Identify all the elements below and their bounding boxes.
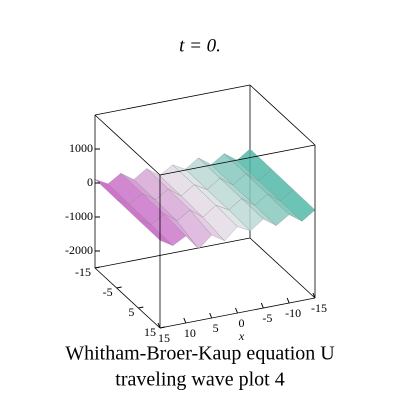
chart-title: t = 0. [179,35,221,56]
y-tick-label: -5 [103,285,113,299]
z-tick-label: 1000 [69,141,93,155]
caption-line: Whitham-Broer-Kaup equation U [65,343,335,365]
x-tick-mark [183,317,187,324]
x-tick-mark [260,302,264,309]
box-front: 1000 0 -1000 -2000 15 10 5 0 -5 -10 -15 -15 -5 5 15 x [65,84,327,345]
x-tick-mark [286,297,290,304]
x-tick-label: -10 [285,306,301,320]
x-tick-mark [209,312,213,319]
box-edge [94,84,251,116]
z-tick-label: -2000 [65,243,93,257]
x-tick-label: 15 [158,331,170,345]
z-tick-label: -1000 [65,209,93,223]
x-tick-label: -15 [311,301,327,315]
x-tick-label: 10 [184,326,196,340]
y-tick-mark [138,306,144,309]
y-tick-label: 15 [144,325,156,339]
x-tick-label: 0 [239,316,245,330]
z-tick-label: 0 [87,175,93,189]
box-edge [249,84,316,146]
surface [94,148,316,250]
box-edge [249,237,316,299]
y-tick-mark [159,326,166,329]
x-tick-label: -5 [262,311,272,325]
caption-line: traveling wave plot 4 [115,369,284,391]
x-tick-mark [312,292,316,299]
x-axis-label: x [238,329,245,343]
x-tick-mark [157,322,161,329]
y-tick-label: -15 [75,265,91,279]
y-tick-mark [94,266,101,269]
box-edge [94,114,161,176]
box-edge [94,237,251,269]
box-edge [94,267,161,329]
y-tick-label: 5 [128,305,134,319]
box-edge [159,144,316,176]
y-tick-mark [116,286,122,289]
surface-cell [280,189,316,222]
x-tick-mark [235,307,238,314]
x-tick-label: 5 [213,321,219,335]
